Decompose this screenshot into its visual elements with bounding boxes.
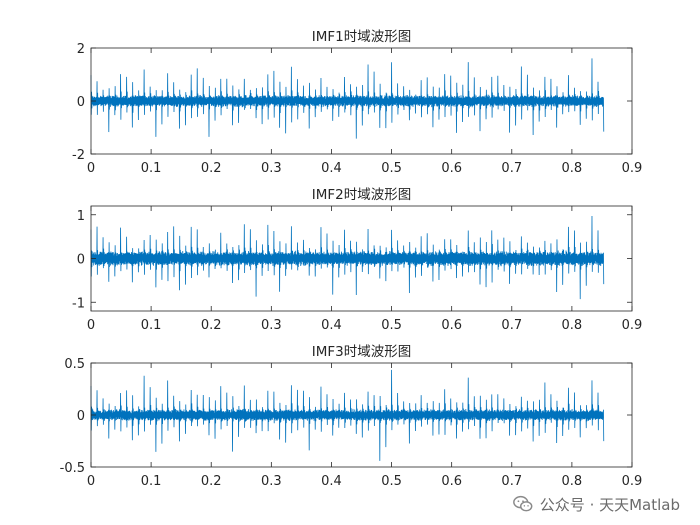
y-tick-label: 1 [77, 209, 85, 224]
x-tick-label: 0.9 [622, 318, 643, 333]
x-tick-label: 0.8 [562, 318, 583, 333]
x-tick-label: 0.2 [201, 474, 222, 489]
y-tick-label: -0.5 [60, 461, 85, 476]
x-tick-label: 0.3 [261, 161, 282, 176]
x-tick-label: 0.5 [381, 474, 402, 489]
y-tick-label: 0 [77, 409, 85, 424]
x-tick-label: 0 [87, 161, 95, 176]
y-tick-label: 2 [77, 42, 85, 57]
x-tick-label: 0.5 [381, 161, 402, 176]
series-line [90, 369, 605, 461]
x-tick-label: 0 [87, 474, 95, 489]
x-tick-label: 0.4 [321, 474, 342, 489]
x-tick-label: 0.7 [501, 161, 522, 176]
x-tick-label: 0.9 [622, 474, 643, 489]
x-tick-label: 0.4 [321, 161, 342, 176]
x-tick-label: 0.8 [562, 161, 583, 176]
series-line [90, 215, 605, 300]
subplot-2: 0 0.1 0.2 0.3 0.4 0.5 0.6 0.7 0.8 0.9-101IMF2时域波形… [72, 187, 642, 333]
watermark-text: 公众号 · 天天Matlab [539, 495, 680, 514]
x-tick-label: 0.6 [441, 161, 462, 176]
x-tick-label: 0.7 [501, 318, 522, 333]
x-tick-label: 0.3 [261, 474, 282, 489]
y-tick-label: 0.5 [64, 357, 85, 372]
x-tick-label: 0.3 [261, 318, 282, 333]
subplot-1: 0 0.1 0.2 0.3 0.4 0.5 0.6 0.7 0.8 0.9-202IMF1时域波形… [72, 29, 642, 176]
x-tick-label: 0.7 [501, 474, 522, 489]
x-tick-label: 0 [87, 318, 95, 333]
y-tick-label: 0 [77, 253, 85, 268]
series-line [90, 58, 605, 139]
x-tick-label: 0.4 [321, 318, 342, 333]
x-tick-label: 0.6 [441, 474, 462, 489]
x-tick-label: 0.1 [141, 161, 162, 176]
x-tick-label: 0.5 [381, 318, 402, 333]
y-tick-label: -1 [72, 296, 85, 311]
x-tick-label: 0.1 [141, 318, 162, 333]
x-tick-label: 0.8 [562, 474, 583, 489]
y-tick-label: -2 [72, 148, 85, 163]
chart-title: IMF3时域波形图 [312, 344, 411, 360]
x-tick-label: 0.2 [201, 318, 222, 333]
x-tick-label: 0.6 [441, 318, 462, 333]
wechat-icon [512, 495, 533, 512]
watermark: 公众号 · 天天Matlab [512, 493, 680, 515]
x-tick-label: 0.9 [622, 161, 643, 176]
x-tick-label: 0.1 [141, 474, 162, 489]
subplot-3: 0 0.1 0.2 0.3 0.4 0.5 0.6 0.7 0.8 0.9-0.500.5IMF3… [60, 344, 643, 489]
chart-title: IMF1时域波形图 [312, 29, 411, 45]
chart-title: IMF2时域波形图 [312, 187, 411, 203]
x-tick-label: 0.2 [201, 161, 222, 176]
y-tick-label: 0 [77, 95, 85, 110]
